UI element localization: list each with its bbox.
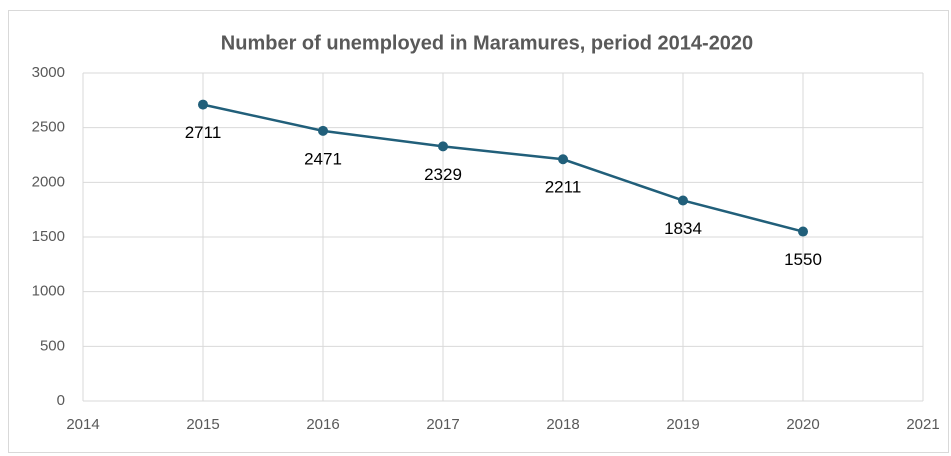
marker: [198, 99, 208, 110]
x-tick-label: 2019: [666, 416, 699, 433]
x-tick-label: 2020: [786, 416, 819, 433]
y-tick-label: 3000: [32, 64, 65, 81]
chart-title: Number of unemployed in Maramures, perio…: [221, 32, 753, 54]
data-label: 2211: [545, 178, 582, 197]
y-tick-label: 2500: [32, 119, 65, 136]
marker: [678, 195, 688, 206]
x-tick-label: 2016: [306, 416, 339, 433]
x-tick-label: 2015: [186, 416, 219, 433]
data-label: 1834: [664, 219, 702, 238]
line: [202, 103, 804, 233]
y-tick-label: 2000: [32, 173, 65, 190]
y-tick-label: 1500: [32, 228, 65, 245]
marker: [798, 226, 808, 237]
x-tick-label: 2014: [66, 416, 99, 433]
chart-frame: [8, 10, 949, 453]
data-label: 2471: [304, 149, 342, 168]
data-label: 1550: [784, 250, 822, 269]
marker: [558, 154, 568, 165]
data-label: 2329: [424, 165, 462, 184]
marker: [438, 141, 448, 152]
data-label: 2711: [185, 123, 222, 142]
marker: [318, 125, 328, 136]
y-tick-label: 1000: [32, 283, 65, 300]
x-tick-label: 2021: [906, 416, 939, 433]
x-tick-label: 2018: [546, 416, 579, 433]
x-tick-label: 2017: [426, 416, 459, 433]
y-tick-label: 0: [57, 392, 65, 409]
y-tick-label: 500: [40, 337, 65, 354]
